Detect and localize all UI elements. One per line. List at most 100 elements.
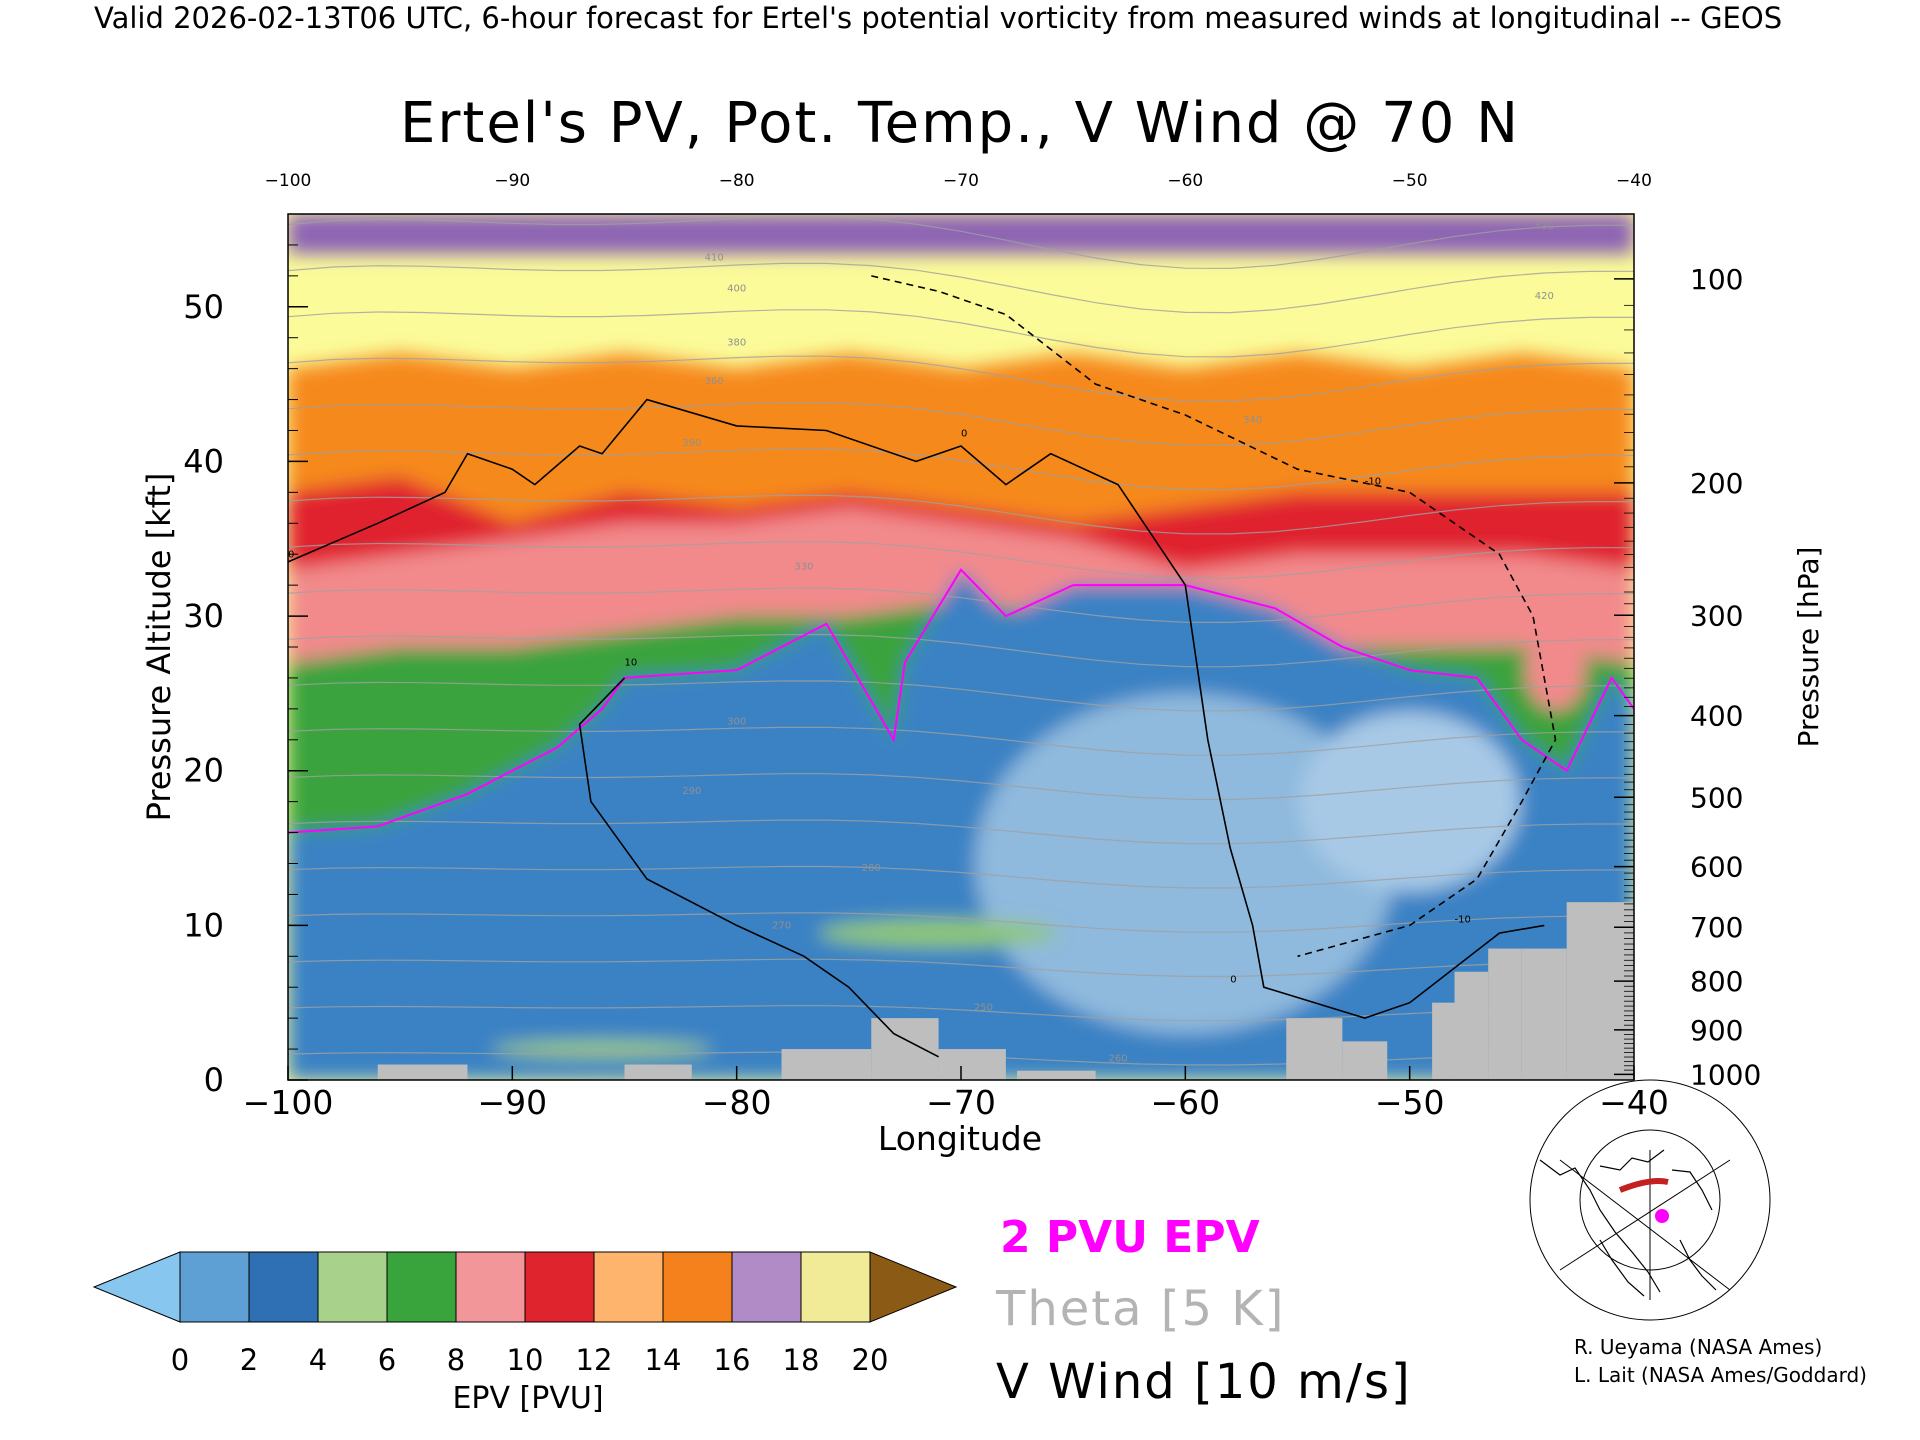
x-tick-label: −70 — [926, 1083, 996, 1122]
terrain-block — [1488, 948, 1522, 1080]
colorbar-segment — [524, 1251, 595, 1323]
top-tick-label: −90 — [494, 171, 530, 191]
left-axis: 0 10 20 30 40 50 — [183, 213, 308, 1099]
top-tick-label: −40 — [1616, 171, 1652, 191]
terrain-block — [1521, 948, 1567, 1080]
theta-contour — [288, 865, 1634, 889]
x-tick-label: −100 — [243, 1083, 334, 1122]
theta-contour-label: 360 — [705, 376, 724, 387]
colorbar-tick-label: 0 — [171, 1343, 189, 1377]
locator-map-meridian — [1559, 1159, 1731, 1271]
colorbar-segment — [662, 1251, 733, 1323]
credit-line-2: L. Lait (NASA Ames/Goddard) — [1574, 1363, 1867, 1387]
theta-contour — [288, 494, 1634, 535]
y-tick-label: 10 — [183, 906, 224, 944]
theta-contour — [288, 912, 1634, 933]
contour-label: 0 — [961, 429, 967, 440]
theta-contour-label: 300 — [727, 716, 746, 727]
terrain-block — [1566, 902, 1634, 1080]
terrain-block — [1454, 971, 1489, 1080]
theta-contour — [288, 726, 1634, 756]
colorbar-tick-label: 4 — [309, 1343, 327, 1377]
theta-contour — [288, 541, 1634, 579]
theta-contour — [288, 262, 1634, 314]
terrain-block — [938, 1049, 1006, 1080]
terrain-mask — [377, 902, 1634, 1080]
locator-map — [1529, 1079, 1771, 1321]
top-tick-label: −50 — [1392, 171, 1428, 191]
theta-contour-label: 410 — [705, 252, 724, 263]
theta-contour-label: 280 — [862, 863, 881, 874]
colorbar-tick-label: 20 — [852, 1343, 889, 1377]
epv-pink-blob — [1525, 630, 1586, 711]
colorbar-segment — [731, 1251, 802, 1323]
theta-contour — [288, 773, 1634, 801]
pressure-tick-label: 700 — [1690, 911, 1743, 944]
y-tick-label: 50 — [183, 288, 224, 326]
theta-contour — [288, 309, 1634, 358]
colorbar-segment — [179, 1251, 250, 1323]
terrain-block — [1017, 1070, 1096, 1080]
right-axis: 100 200 300 400 500 600 700 800 900 1000 — [1614, 263, 1761, 1091]
terrain-block — [1286, 1018, 1343, 1080]
locator-map-frame — [1534, 1146, 1730, 1296]
colorbar-segment — [455, 1251, 526, 1323]
pressure-tick-label: 800 — [1690, 965, 1743, 998]
theta-contour — [288, 633, 1634, 668]
colorbar-tick-label: 10 — [507, 1343, 544, 1377]
colorbar-tick-label: 12 — [576, 1343, 613, 1377]
theta-contour — [288, 958, 1634, 978]
colorbar-over-arrow — [869, 1251, 958, 1323]
top-tick-label: −70 — [943, 171, 979, 191]
theta-contour — [288, 216, 1634, 270]
legend-theta-label: Theta [5 K] — [995, 1281, 1286, 1337]
theta-contour — [288, 448, 1634, 491]
colorbar-segment — [386, 1251, 457, 1323]
top-tick-label: −100 — [265, 171, 312, 191]
terrain-block — [624, 1064, 692, 1080]
legend-pv-label: 2 PVU EPV — [1000, 1212, 1260, 1263]
pressure-tick-label: 900 — [1690, 1014, 1743, 1047]
pressure-tick-label: 1000 — [1690, 1058, 1761, 1091]
epv-light-core — [975, 693, 1396, 1034]
theta-contour-label: 340 — [1243, 415, 1262, 426]
theta-contour — [288, 355, 1634, 402]
plot-area: 250 260 270 280 290 300 330 340 360 380 390 400 410 4… — [288, 214, 1634, 1080]
theta-contour — [288, 680, 1634, 712]
top-axis-tick-labels: −100 −90 −80 −70 −60 −50 −40 — [265, 171, 1652, 191]
pressure-tick-label: 200 — [1690, 467, 1743, 500]
pressure-tick-label: 100 — [1690, 263, 1743, 296]
terrain-block — [377, 1064, 468, 1080]
theta-contour-label: 420 — [1535, 291, 1554, 302]
legend-wind-label: V Wind [10 m/s] — [996, 1354, 1412, 1410]
locator-map-location-dot — [1655, 1209, 1669, 1223]
epv-color-field — [288, 214, 1634, 1080]
theta-contour-label: 290 — [682, 786, 701, 797]
theta-contour — [288, 819, 1634, 845]
contour-label: -10 — [1455, 914, 1471, 925]
y-tick-label: 0 — [204, 1061, 224, 1099]
contour-label: 10 — [625, 658, 638, 669]
bottom-axis: −100 −90 −80 −70 −60 −50 −40 — [243, 1066, 1669, 1122]
y-tick-label: 30 — [183, 597, 224, 635]
theta-contour-label: 260 — [1108, 1053, 1127, 1064]
theta-contours: 250 260 270 280 290 300 330 340 360 380 390 400 410 4… — [288, 216, 1634, 1066]
colorbar-tick-label: 18 — [783, 1343, 820, 1377]
y-tick-label: 40 — [183, 442, 224, 480]
locator-map-cross-section-track — [1618, 1178, 1669, 1193]
x-tick-label: −60 — [1151, 1083, 1221, 1122]
theta-contour-label: 270 — [772, 920, 791, 931]
colorbar-tick-label: 2 — [240, 1343, 258, 1377]
epv-band-purple — [288, 214, 1634, 254]
contour-label: -10 — [1365, 477, 1381, 488]
locator-map-meridian — [1559, 1159, 1731, 1291]
valid-time-header: Valid 2026-02-13T06 UTC, 6-hour forecast… — [94, 1, 1782, 35]
epv-colorbar: 0 2 4 6 8 10 12 14 16 18 20 — [92, 1251, 958, 1377]
v-wind-positive-contour — [578, 677, 939, 1058]
pressure-tick-label: 400 — [1690, 700, 1743, 733]
x-tick-label: −40 — [1599, 1083, 1669, 1122]
colorbar-segment — [317, 1251, 388, 1323]
y-tick-label: 20 — [183, 752, 224, 790]
pressure-tick-label: 300 — [1690, 599, 1743, 632]
